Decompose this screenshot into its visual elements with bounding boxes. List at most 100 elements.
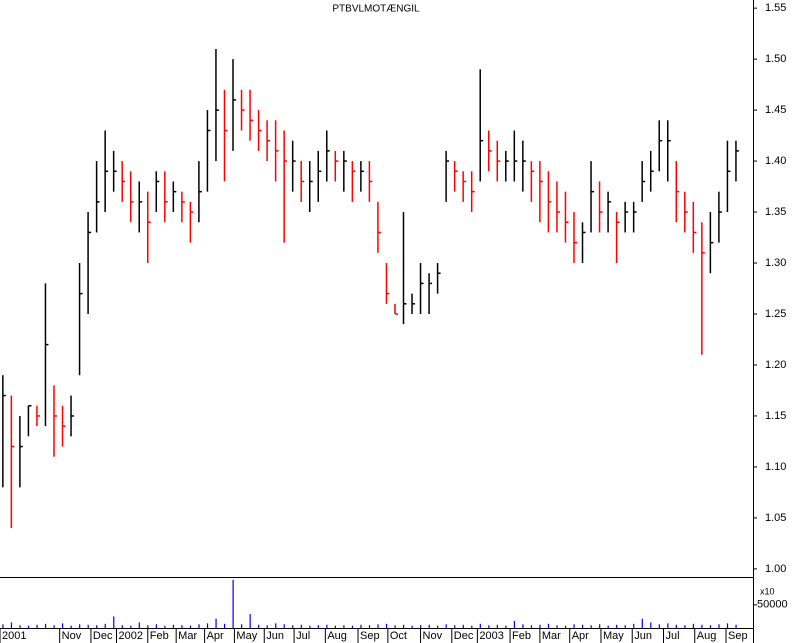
volume-bar	[360, 624, 362, 628]
volume-bar	[522, 624, 524, 628]
x-tick-label: Oct	[390, 630, 407, 642]
volume-bar	[692, 623, 695, 628]
y-tick-label: 1.15	[765, 410, 786, 422]
volume-bar	[530, 625, 533, 628]
x-tick-label: Jun	[266, 630, 284, 642]
volume-bar	[241, 624, 243, 628]
volume-bar	[232, 579, 234, 628]
volume-bar	[547, 623, 550, 628]
volume-bar	[172, 624, 175, 628]
y-tick-label: 1.40	[765, 155, 786, 167]
y-tick-label: 1.20	[765, 359, 786, 371]
volume-bar	[249, 614, 251, 628]
volume-bar	[454, 625, 456, 628]
x-tick-label: Mar	[178, 630, 197, 642]
volume-bar	[309, 625, 311, 628]
volume-bar	[590, 625, 592, 628]
volume-bar	[70, 625, 72, 628]
volume-bar	[326, 624, 328, 628]
y2-tick-label: 50000	[757, 599, 788, 611]
volume-bar	[488, 625, 490, 628]
volume-bar	[368, 625, 371, 628]
volume-bar	[198, 624, 200, 628]
volume-bar	[624, 625, 626, 628]
volume-bar	[616, 624, 618, 628]
volume-bar	[471, 625, 473, 628]
volume-bar	[113, 616, 115, 628]
volume-bar	[164, 625, 166, 628]
volume-unit: x10	[760, 586, 775, 596]
chart-title: PTBVLMOTÆNGIL	[332, 4, 420, 15]
volume-bar	[266, 625, 268, 628]
volume-bar	[87, 624, 89, 628]
volume-bar	[53, 625, 55, 628]
volume-bar	[292, 625, 294, 628]
x-tick-label: Dec	[454, 630, 474, 642]
y-tick-label: 1.30	[765, 257, 786, 269]
x-tick-label: Nov	[62, 630, 82, 642]
volume-bar	[121, 625, 123, 628]
y-tick-label: 1.05	[765, 512, 786, 524]
volume-bar	[556, 625, 558, 628]
volume-bar	[718, 624, 720, 628]
x-tick-label: 2003	[479, 630, 503, 642]
volume-bar	[607, 625, 609, 628]
volume-bar	[36, 624, 38, 628]
volume-bar	[633, 623, 635, 628]
volume-bar	[283, 624, 285, 628]
volume-bar	[726, 623, 729, 628]
x-tick-label: Sep	[728, 630, 748, 642]
volume-bar	[27, 625, 30, 628]
volume-bar	[402, 624, 405, 628]
y-tick-label: 1.10	[765, 461, 786, 473]
volume-bar	[206, 623, 209, 628]
y-tick-label: 1.45	[765, 104, 786, 116]
volume-bar	[96, 625, 98, 628]
volume-bar	[709, 625, 712, 628]
volume-bar	[684, 625, 686, 628]
x-tick-label: Feb	[512, 630, 531, 642]
x-tick-label: 2002	[119, 630, 143, 642]
volume-bar	[258, 624, 260, 628]
x-tick-label: Jul	[665, 630, 679, 642]
volume-bar	[411, 625, 413, 628]
x-tick-label: Nov	[423, 630, 443, 642]
x-tick-label: Apr	[572, 630, 589, 642]
volume-bar	[19, 625, 21, 628]
volume-bar	[650, 622, 652, 628]
volume-bar	[343, 625, 345, 628]
x-tick-label: Jun	[634, 630, 652, 642]
x-tick-label: Apr	[207, 630, 224, 642]
volume-bar	[275, 623, 277, 628]
volume-bar	[394, 625, 396, 628]
volume-bar	[189, 625, 192, 628]
volume-bar	[334, 625, 336, 628]
volume-bar	[223, 623, 226, 628]
volume-bar	[10, 622, 13, 628]
volume-bar	[701, 624, 703, 628]
volume-bar	[181, 625, 183, 628]
volume-bar	[599, 624, 601, 628]
volume-bar	[44, 623, 47, 628]
x-tick-label: Jul	[296, 630, 310, 642]
x-tick-label: Sep	[360, 630, 380, 642]
volume-bar	[428, 624, 430, 628]
volume-bar	[377, 624, 379, 628]
volume-bar	[445, 624, 447, 628]
volume-bar	[513, 621, 516, 628]
volume-bar	[462, 624, 464, 628]
y-tick-label: 1.00	[765, 563, 786, 575]
volume-bar	[582, 624, 584, 628]
volume-bar	[564, 625, 567, 628]
x-tick-label: Feb	[150, 630, 169, 642]
volume-bar	[496, 624, 498, 628]
volume-bar	[351, 625, 354, 628]
volume-bar	[573, 624, 575, 628]
x-tick-label: Aug	[327, 630, 347, 642]
x-tick-label: May	[603, 630, 624, 642]
volume-bar	[539, 624, 541, 628]
volume-bar	[215, 618, 217, 628]
